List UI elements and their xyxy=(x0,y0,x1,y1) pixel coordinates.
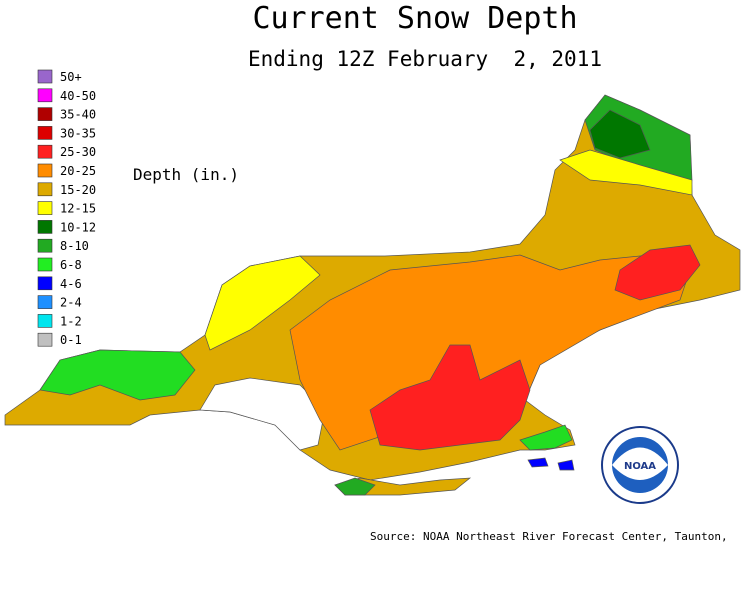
islands xyxy=(527,457,549,468)
logo-bird xyxy=(612,447,668,480)
legend-swatch xyxy=(37,126,53,140)
legend-label: 15-20 xyxy=(60,183,96,197)
legend-swatch xyxy=(37,220,53,234)
legend-swatch xyxy=(37,107,53,121)
legend: 50+ 40-50 35-40 30-35 25-30 20-25 15-20 12-15 10… xyxy=(37,69,96,347)
legend-swatch xyxy=(37,276,53,291)
legend-title: Depth (in.) xyxy=(133,165,239,184)
islands-2 xyxy=(557,459,575,471)
legend-swatch xyxy=(37,257,53,272)
legend-label: 35-40 xyxy=(60,108,96,122)
legend-swatch xyxy=(37,163,53,178)
legend-label: 4-6 xyxy=(60,277,82,291)
legend-label: 40-50 xyxy=(60,89,96,103)
map-subtitle: Ending 12Z February 2, 2011 xyxy=(248,47,602,71)
region-red-south xyxy=(369,344,531,451)
legend-swatch xyxy=(37,295,53,309)
cape-cod xyxy=(519,424,573,451)
legend-label: 10-12 xyxy=(60,220,96,234)
region-yellow-north xyxy=(559,149,693,196)
legend-swatch xyxy=(37,88,53,103)
source-note: Source: NOAA Northeast River Forecast Ce… xyxy=(370,530,728,543)
legend-swatch xyxy=(37,182,53,197)
region-yellow-west xyxy=(204,255,321,351)
legend-label: 12-15 xyxy=(60,202,96,216)
noaa-logo: NOAA xyxy=(601,426,679,504)
legend-swatch xyxy=(37,69,53,84)
legend-swatch xyxy=(37,144,53,159)
legend-label: 6-8 xyxy=(60,258,82,272)
legend-label: 1-2 xyxy=(60,314,82,328)
region-darkgreen-north xyxy=(589,109,651,159)
region-green-west xyxy=(39,349,196,401)
region-red-maine xyxy=(614,244,701,301)
legend-swatch xyxy=(37,314,53,328)
map-title: Current Snow Depth xyxy=(252,1,577,36)
legend-label: 2-4 xyxy=(60,296,82,310)
legend-label: 20-25 xyxy=(60,164,96,178)
legend-label: 50+ xyxy=(60,70,82,84)
legend-label: 25-30 xyxy=(60,145,96,159)
legend-swatch xyxy=(37,332,53,347)
long-island-green xyxy=(334,477,376,496)
legend-label: 0-1 xyxy=(60,333,82,347)
legend-label: 30-35 xyxy=(60,126,96,140)
legend-swatch xyxy=(37,201,53,215)
legend-label: 8-10 xyxy=(60,239,89,253)
region-map xyxy=(4,94,741,496)
legend-swatch xyxy=(37,238,53,253)
region-white xyxy=(199,377,326,451)
logo-text: NOAA xyxy=(624,461,656,472)
